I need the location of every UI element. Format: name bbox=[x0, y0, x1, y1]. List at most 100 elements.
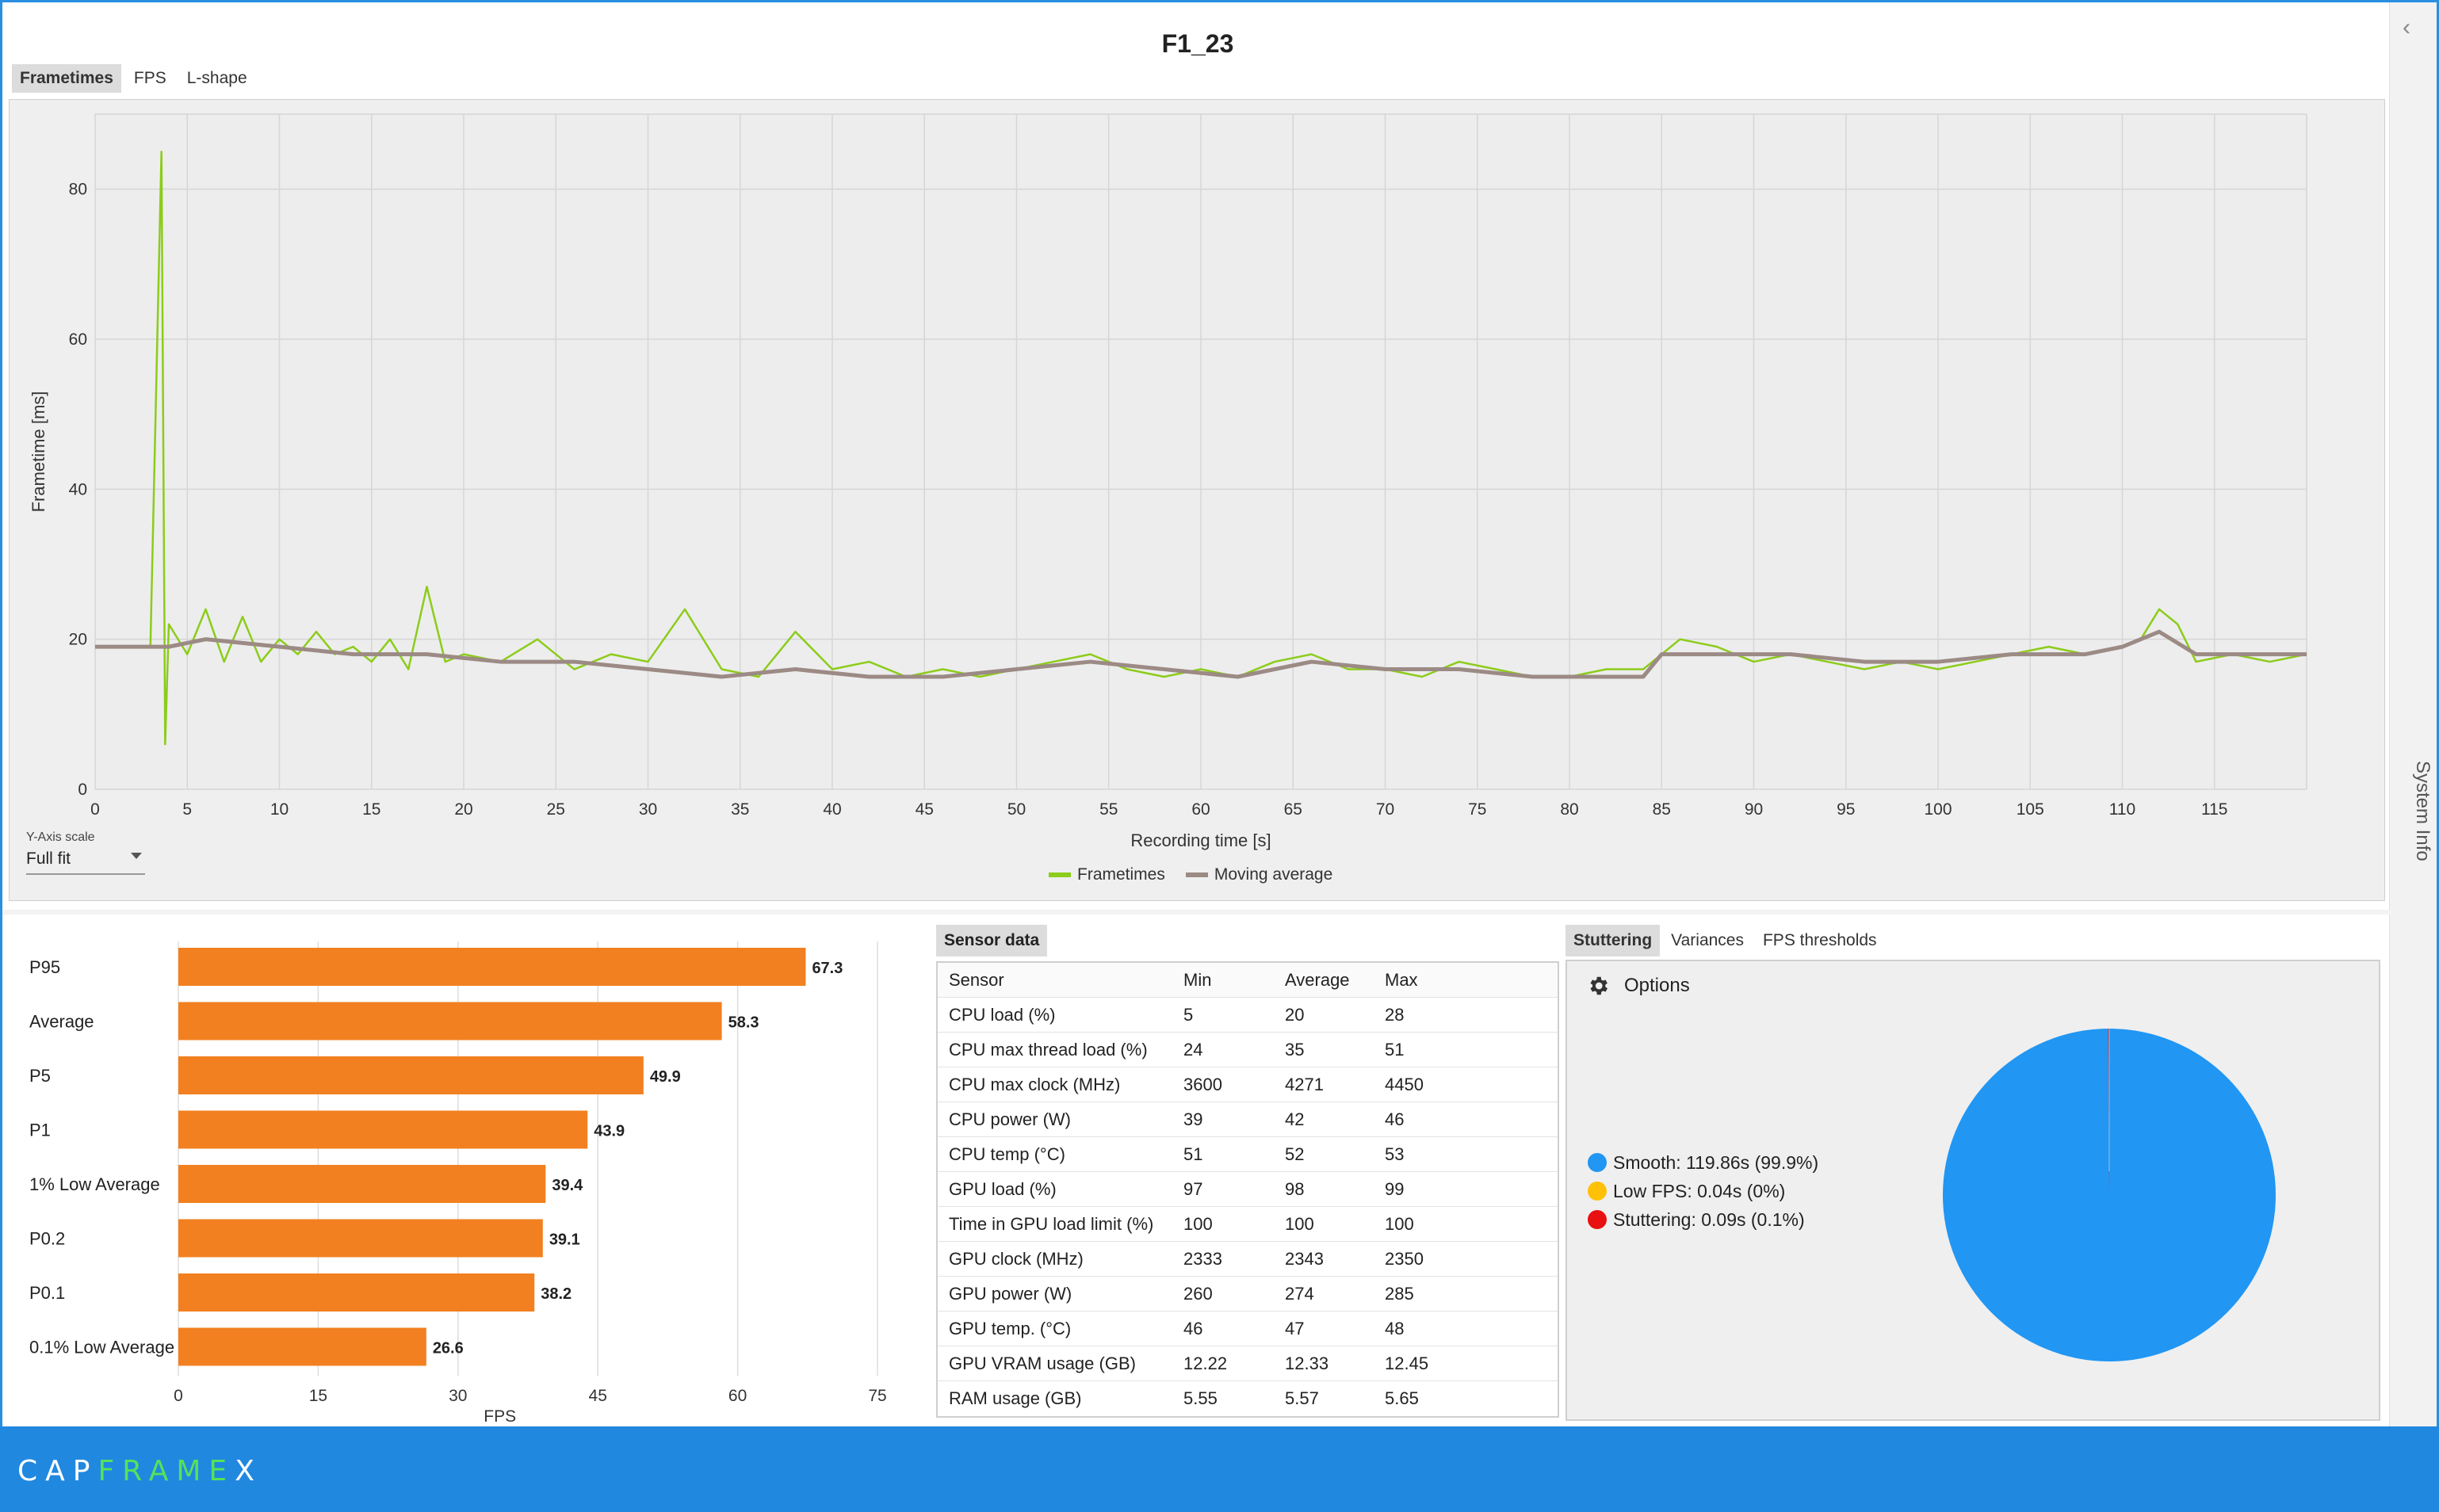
stuttering-pie-chart bbox=[1943, 1029, 2276, 1361]
x-tick-label: 25 bbox=[547, 800, 565, 819]
bar-value-label: 49.9 bbox=[650, 1068, 681, 1086]
legend-frametimes[interactable]: Frametimes bbox=[1049, 865, 1165, 884]
logo-part-frame: FRAME bbox=[97, 1455, 235, 1487]
table-row[interactable]: CPU load (%) 5 20 28 bbox=[938, 998, 1558, 1033]
bar-category-label: P0.2 bbox=[29, 1229, 65, 1249]
footer-bar: CAPFRAMEX bbox=[0, 1426, 2439, 1512]
table-cell: 24 bbox=[1183, 1039, 1203, 1060]
table-cell: CPU max clock (MHz) bbox=[949, 1074, 1121, 1094]
bar-value-label: 67.3 bbox=[812, 960, 843, 977]
x-tick-label: 90 bbox=[1745, 800, 1763, 819]
y-axis-scale-select[interactable]: Full fit bbox=[26, 850, 145, 875]
table-row[interactable]: CPU power (W) 39 42 46 bbox=[938, 1102, 1558, 1137]
x-tick-label: 15 bbox=[309, 1387, 327, 1405]
table-cell: 53 bbox=[1385, 1144, 1405, 1164]
y-tick-label: 40 bbox=[69, 480, 87, 498]
x-tick-label: 85 bbox=[1653, 800, 1671, 819]
logo-part-x: X bbox=[235, 1455, 262, 1487]
legend-low-fps-label: Low FPS: 0.04s (0%) bbox=[1613, 1180, 1786, 1201]
table-row[interactable]: GPU VRAM usage (GB) 12.22 12.33 12.45 bbox=[938, 1346, 1558, 1381]
table-cell: CPU power (W) bbox=[949, 1109, 1072, 1129]
table-row[interactable]: Time in GPU load limit (%) 100 100 100 bbox=[938, 1207, 1558, 1242]
x-tick-label: 75 bbox=[868, 1387, 886, 1405]
table-cell: 260 bbox=[1183, 1283, 1213, 1304]
tab-frametimes[interactable]: Frametimes bbox=[12, 64, 121, 93]
column-header[interactable]: Max bbox=[1385, 969, 1418, 990]
table-cell: 12.45 bbox=[1385, 1353, 1429, 1373]
system-info-label[interactable]: System Info bbox=[2412, 760, 2433, 861]
column-header[interactable]: Average bbox=[1285, 969, 1350, 990]
tab-l-shape[interactable]: L-shape bbox=[186, 69, 247, 87]
stuttering-content: Options Smooth: 119.86s (99.9%) Low FPS:… bbox=[1565, 960, 2380, 1421]
legend-stuttering-label: Stuttering: 0.09s (0.1%) bbox=[1613, 1208, 1805, 1230]
sensor-table: Sensor Min Average Max CPU load (%) 5 20 28 CPU … bbox=[936, 961, 1559, 1418]
x-tick-label: 95 bbox=[1837, 800, 1855, 819]
x-tick-label: 40 bbox=[823, 800, 841, 819]
tab-sensor-data[interactable]: Sensor data bbox=[936, 925, 1048, 956]
bar-value-label: 43.9 bbox=[594, 1123, 625, 1140]
stuttering-panel: Stuttering Variances FPS thresholds Opti… bbox=[1565, 925, 2382, 1421]
y-axis-scale-value: Full fit bbox=[26, 850, 71, 868]
x-tick-label: 55 bbox=[1099, 800, 1118, 819]
x-tick-label: 115 bbox=[2201, 800, 2227, 819]
y-tick-label: 60 bbox=[69, 330, 87, 349]
table-cell: 51 bbox=[1183, 1144, 1203, 1164]
x-tick-label: 45 bbox=[589, 1387, 607, 1405]
table-cell: 2333 bbox=[1183, 1248, 1222, 1269]
table-row[interactable]: CPU temp (°C) 51 52 53 bbox=[938, 1137, 1558, 1172]
table-cell: 46 bbox=[1385, 1109, 1405, 1129]
table-cell: 5 bbox=[1183, 1004, 1194, 1025]
table-cell: 51 bbox=[1385, 1039, 1405, 1060]
legend-label-moving-average: Moving average bbox=[1214, 865, 1333, 884]
legend-dot-low-fps bbox=[1588, 1182, 1607, 1201]
x-tick-label: 5 bbox=[182, 800, 192, 819]
table-cell: 100 bbox=[1183, 1213, 1213, 1234]
legend-stuttering: Stuttering: 0.09s (0.1%) bbox=[1588, 1205, 1818, 1234]
table-row[interactable]: GPU clock (MHz) 2333 2343 2350 bbox=[938, 1242, 1558, 1277]
table-cell: 4271 bbox=[1285, 1074, 1324, 1094]
x-tick-label: 15 bbox=[362, 800, 380, 819]
chevron-left-icon[interactable]: ‹ bbox=[2403, 14, 2410, 40]
x-axis-label: FPS bbox=[484, 1407, 516, 1425]
table-cell: 100 bbox=[1385, 1213, 1414, 1234]
tab-fps-thresholds[interactable]: FPS thresholds bbox=[1762, 931, 1877, 949]
column-header[interactable]: Sensor bbox=[949, 969, 1004, 990]
y-tick-label: 0 bbox=[78, 781, 87, 799]
chart-legend: Frametimes Moving average bbox=[1049, 865, 1332, 884]
bar-category-label: Average bbox=[29, 1012, 94, 1032]
fps-bar-chart-panel: 0 15 30 45 60 75 FPS P95 67.3 Average 58.3 P5 49.9 P1… bbox=[2, 918, 914, 1426]
table-cell: GPU clock (MHz) bbox=[949, 1248, 1084, 1269]
x-tick-label: 30 bbox=[449, 1387, 467, 1405]
table-row[interactable]: CPU max thread load (%) 24 35 51 bbox=[938, 1033, 1558, 1067]
table-row[interactable]: GPU temp. (°C) 46 47 48 bbox=[938, 1312, 1558, 1346]
system-info-panel[interactable]: ‹ System Info bbox=[2389, 2, 2437, 1429]
table-cell: 47 bbox=[1285, 1318, 1305, 1338]
capframex-logo: CAPFRAMEX bbox=[17, 1455, 262, 1487]
x-tick-label: 50 bbox=[1007, 800, 1026, 819]
section-divider bbox=[2, 910, 2393, 914]
table-cell: 285 bbox=[1385, 1283, 1414, 1304]
column-header[interactable]: Min bbox=[1183, 969, 1212, 990]
x-tick-label: 60 bbox=[728, 1387, 747, 1405]
table-row[interactable]: GPU power (W) 260 274 285 bbox=[938, 1277, 1558, 1312]
tab-stuttering[interactable]: Stuttering bbox=[1565, 925, 1661, 956]
table-row[interactable]: GPU load (%) 97 98 99 bbox=[938, 1172, 1558, 1207]
series-frametimes bbox=[95, 151, 2307, 746]
table-row[interactable]: CPU max clock (MHz) 3600 4271 4450 bbox=[938, 1067, 1558, 1102]
options-button[interactable]: Options bbox=[1586, 974, 1690, 998]
legend-moving-average[interactable]: Moving average bbox=[1185, 865, 1333, 884]
table-cell: 12.33 bbox=[1285, 1353, 1329, 1373]
table-cell: 48 bbox=[1385, 1318, 1405, 1338]
table-cell: 46 bbox=[1183, 1318, 1203, 1338]
table-cell: 4450 bbox=[1385, 1074, 1424, 1094]
table-cell: 98 bbox=[1285, 1178, 1305, 1199]
tab-variances[interactable]: Variances bbox=[1671, 931, 1744, 949]
fps-bar-chart: 0 15 30 45 60 75 FPS P95 67.3 Average 58.3 P5 49.9 P1… bbox=[29, 941, 887, 1426]
stuttering-tabs: Stuttering Variances FPS thresholds bbox=[1565, 925, 2382, 956]
table-row[interactable]: RAM usage (GB) 5.55 5.57 5.65 bbox=[938, 1381, 1558, 1416]
table-cell: GPU VRAM usage (GB) bbox=[949, 1353, 1136, 1373]
tab-fps[interactable]: FPS bbox=[133, 69, 166, 87]
page-title: F1_23 bbox=[1161, 29, 1234, 58]
chart-tabs: Frametimes FPS L-shape bbox=[12, 64, 255, 93]
